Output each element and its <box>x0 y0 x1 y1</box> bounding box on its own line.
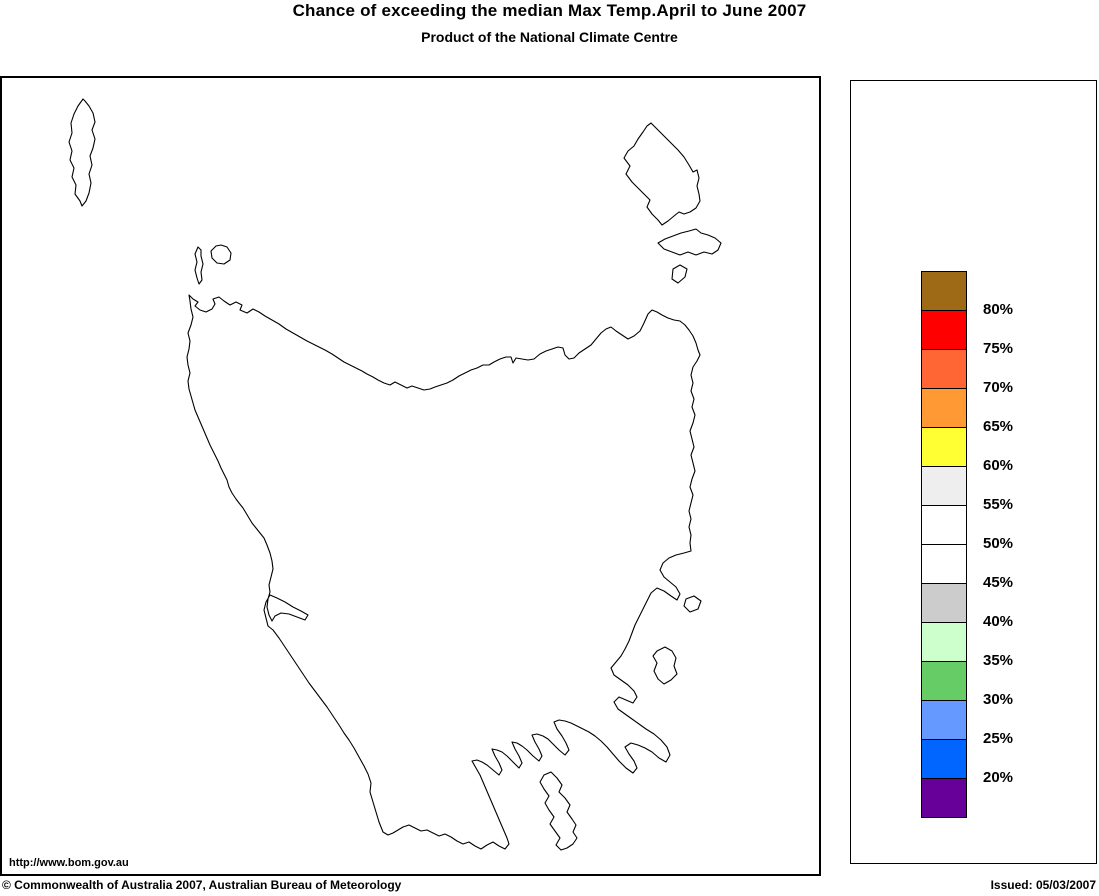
tasmania-mainland-outline <box>187 295 700 849</box>
schouten-island-outline <box>684 596 701 612</box>
legend-label: 65% <box>983 418 1014 435</box>
legend-swatch <box>921 544 967 584</box>
hunter-island-outline <box>195 247 203 284</box>
cape-barren-island-outline <box>658 229 721 255</box>
maria-island-outline <box>653 647 677 684</box>
legend-swatch <box>921 583 967 623</box>
legend-swatch <box>921 466 967 506</box>
bruny-island-outline <box>540 772 577 850</box>
legend-swatch <box>921 271 967 311</box>
legend-label: 40% <box>983 613 1014 630</box>
legend-labels: 80% 75% 70% 65% 60% 55% 50% 45% 40% 35% 30% 25% 20% <box>851 81 1096 863</box>
king-island-outline <box>69 99 95 206</box>
legend-swatch <box>921 700 967 740</box>
page-subtitle: Product of the National Climate Centre <box>421 29 678 45</box>
legend-swatch-stack <box>921 271 967 818</box>
tasmania-map <box>2 78 819 874</box>
legend-swatch <box>921 778 967 818</box>
legend-swatch <box>921 505 967 545</box>
legend-panel: 80% 75% 70% 65% 60% 55% 50% 45% 40% 35% 30% 25% 20% <box>850 80 1097 864</box>
legend-swatch <box>921 739 967 779</box>
legend-swatch <box>921 622 967 662</box>
legend-label: 20% <box>983 769 1014 786</box>
legend-swatch <box>921 388 967 428</box>
copyright-text: © Commonwealth of Australia 2007, Austra… <box>2 878 402 892</box>
legend-swatch <box>921 661 967 701</box>
page-title: Chance of exceeding the median Max Temp.… <box>292 1 807 20</box>
legend-label: 30% <box>983 691 1014 708</box>
clarke-island-outline <box>672 265 687 283</box>
legend-label: 55% <box>983 496 1014 513</box>
legend-label: 60% <box>983 457 1014 474</box>
legend-label: 25% <box>983 730 1014 747</box>
legend-label: 50% <box>983 535 1014 552</box>
bom-url: http://www.bom.gov.au <box>9 857 129 869</box>
three-hummock-island-outline <box>211 245 231 264</box>
legend-swatch <box>921 310 967 350</box>
flinders-island-outline <box>624 123 700 225</box>
legend-label: 75% <box>983 340 1014 357</box>
map-panel: http://www.bom.gov.au <box>0 76 821 876</box>
issued-date: Issued: 05/03/2007 <box>990 878 1096 892</box>
legend-label: 80% <box>983 301 1014 318</box>
legend-label: 70% <box>983 379 1014 396</box>
legend-label: 35% <box>983 652 1014 669</box>
legend-label: 45% <box>983 574 1014 591</box>
